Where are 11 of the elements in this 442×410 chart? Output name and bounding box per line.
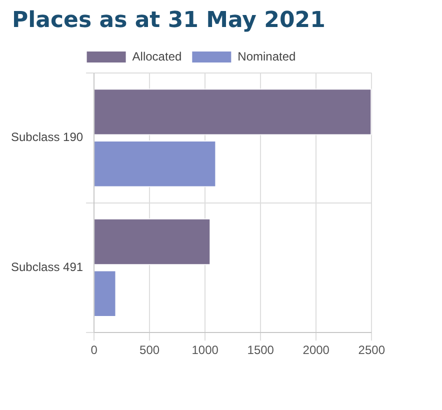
y-tick-label: Subclass 491: [11, 260, 84, 274]
x-tick-label: 2500: [358, 343, 386, 358]
legend-label: Allocated: [132, 49, 182, 64]
x-tick-label: 1500: [247, 343, 274, 358]
chart-title: Places as at 31 May 2021: [12, 8, 326, 33]
y-tick-label: Subclass 190: [11, 130, 84, 144]
x-tick-label: 500: [140, 343, 160, 358]
x-tick-label: 2000: [302, 343, 330, 358]
legend-label: Nominated: [238, 49, 296, 64]
x-tick-label: 1000: [192, 343, 219, 358]
x-tick-label: 0: [90, 343, 98, 358]
